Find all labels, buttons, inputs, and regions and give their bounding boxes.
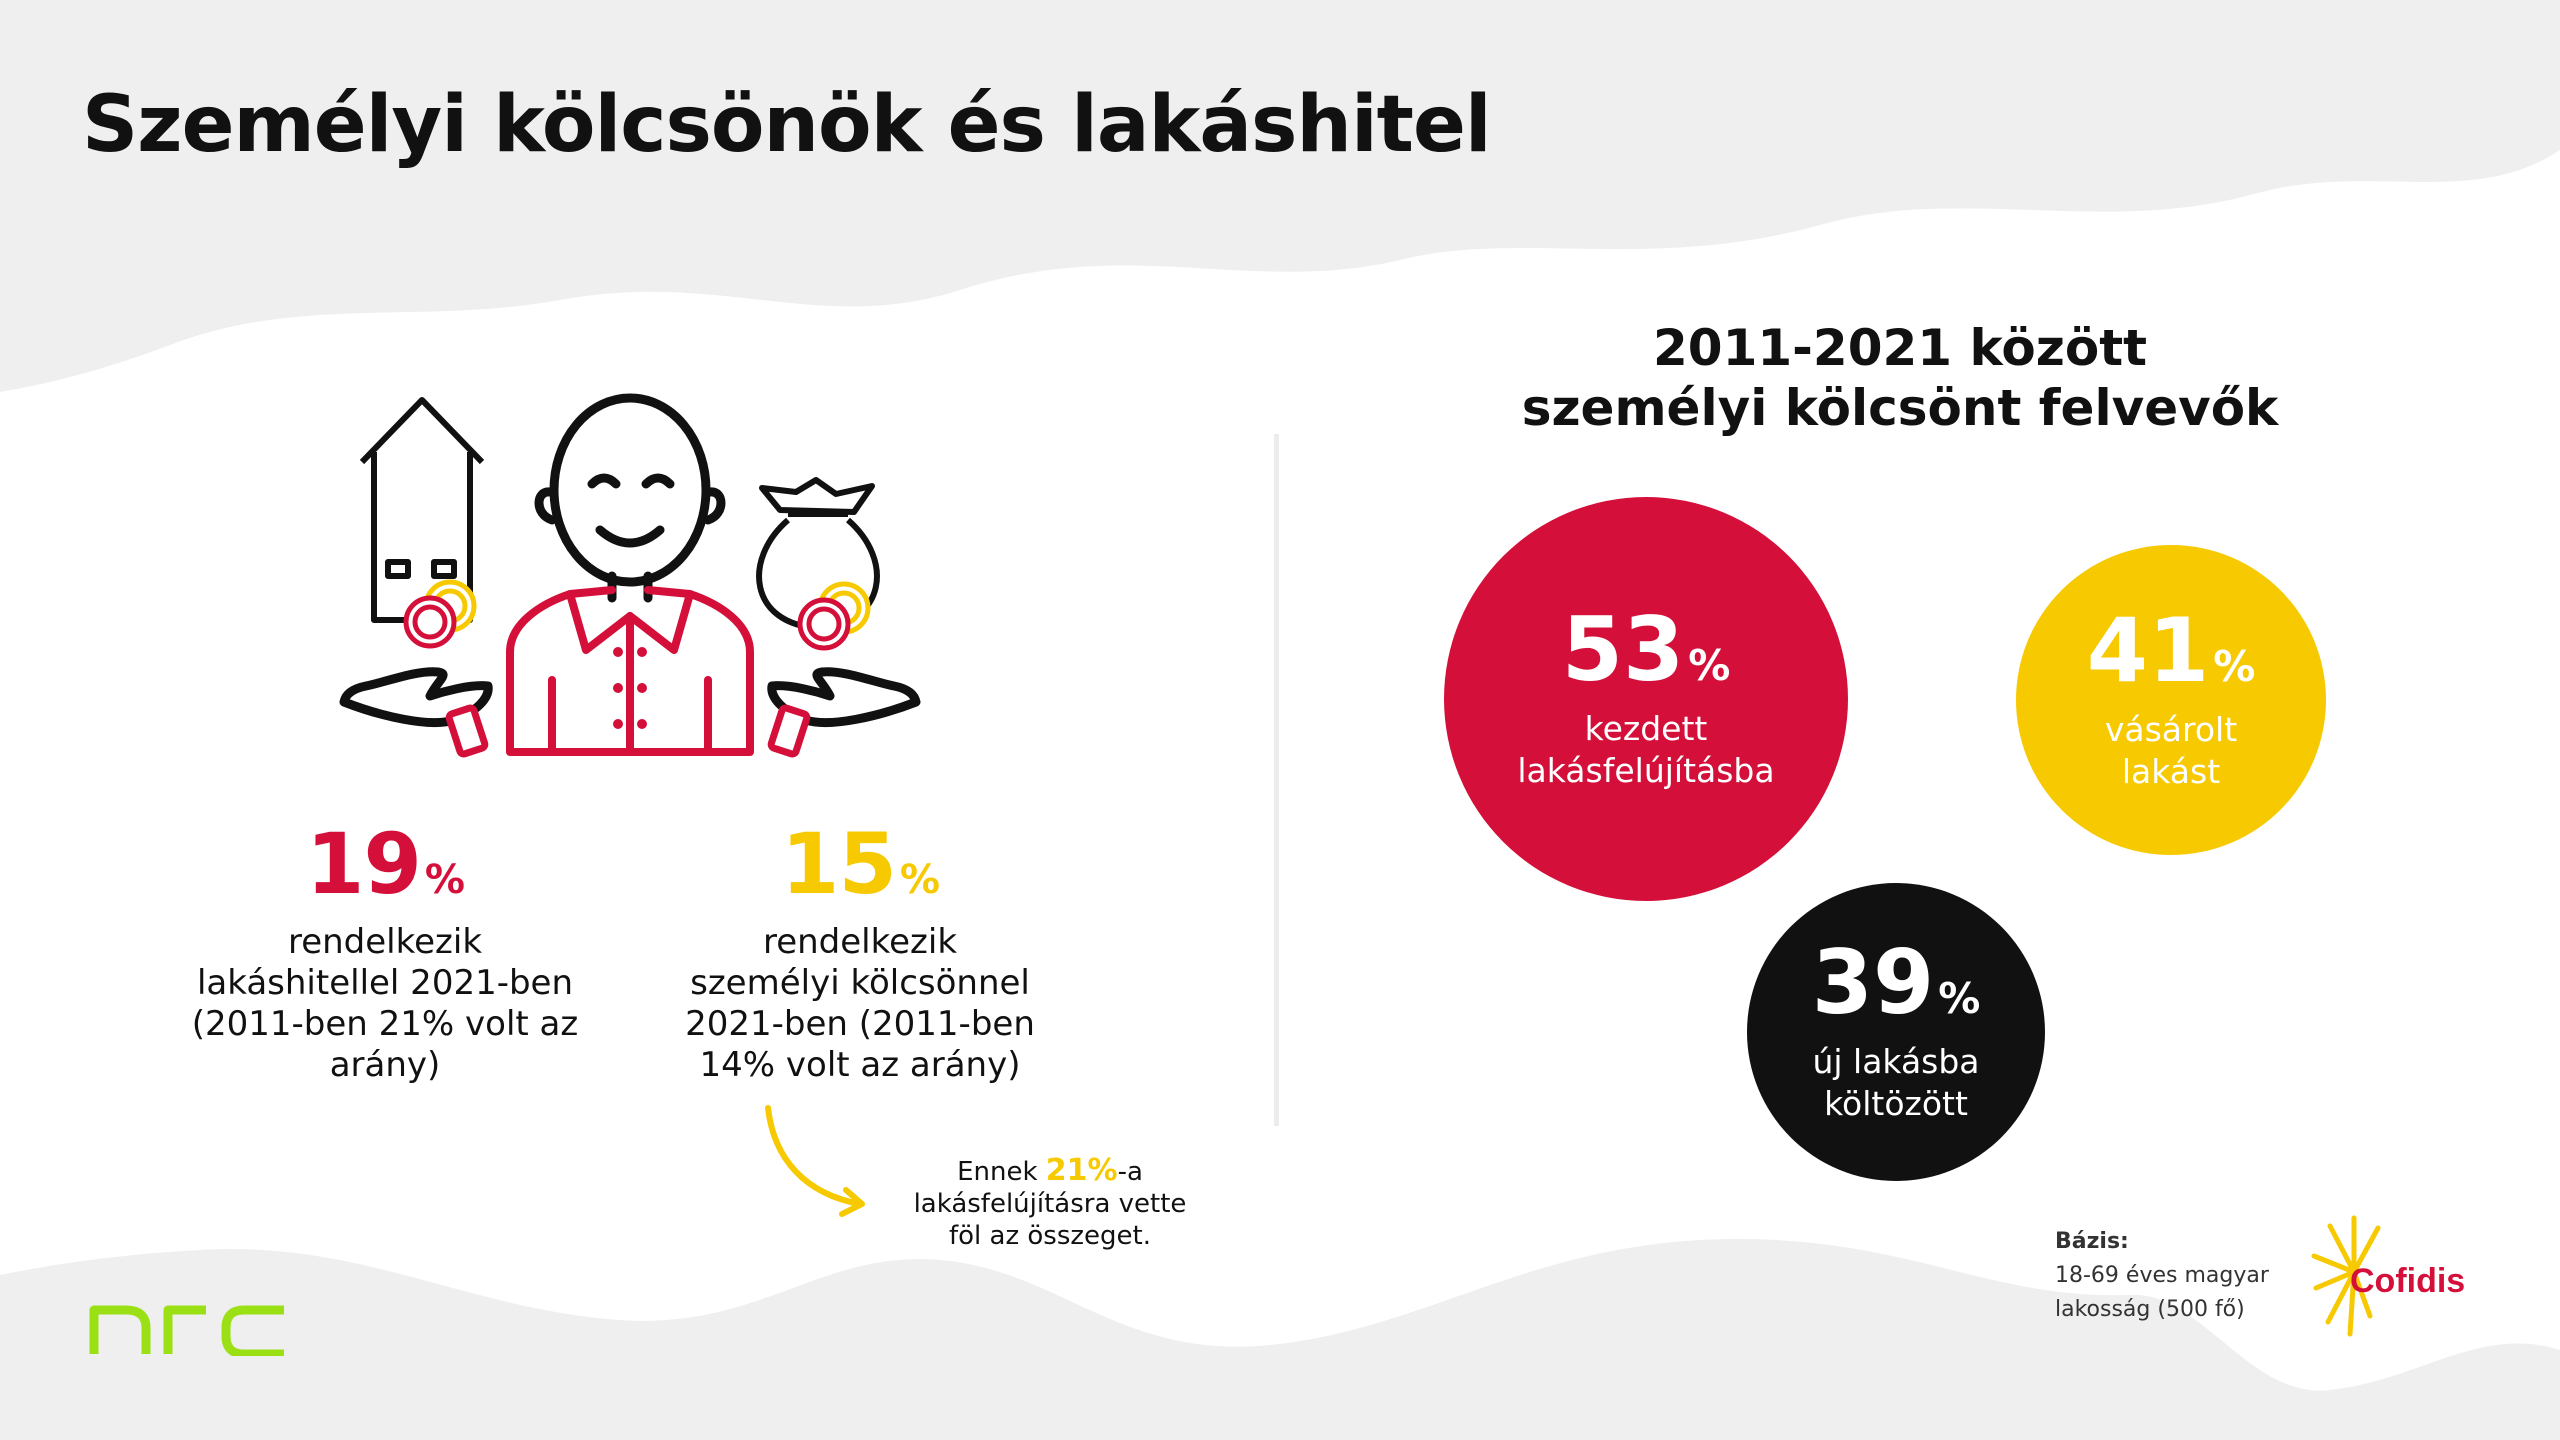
top-wave: [0, 0, 2560, 392]
coins-icon: [403, 579, 477, 649]
open-hand-icon: [767, 667, 921, 727]
stat-mortgage-text: rendelkezik lakáshitellel 2021-ben (2011…: [191, 922, 579, 1085]
renovation-note: Ennek 21%-a lakásfelújításra vette föl a…: [913, 1153, 1187, 1252]
stat-personal-loan-value: 15%: [781, 815, 940, 913]
bubble-bought-home-label: vásárolt lakást: [2104, 710, 2238, 791]
right-cuff: [767, 704, 811, 758]
bubble-moved-home-label: új lakásba költözött: [1812, 1042, 1980, 1123]
bubble-moved-home: 39% új lakásba költözött: [1747, 883, 2045, 1181]
bottom-wave: [0, 1239, 2560, 1440]
bag-coins-icon: [797, 581, 871, 651]
note-highlight: 21%: [1045, 1153, 1118, 1188]
base-note: Bázis: 18-69 éves magyar lakosság (500 f…: [2055, 1225, 2269, 1327]
bubble-bought-home-value: 41%: [2086, 599, 2256, 702]
smiling-person-icon: [534, 393, 726, 603]
left-cuff: [445, 704, 489, 758]
chart-title: 2011-2021 között személyi kölcsönt felve…: [1521, 319, 2279, 437]
cofidis-logo: Cofidis: [2311, 1215, 2465, 1337]
stat-mortgage: 19% rendelkezik lakáshitellel 2021-ben (…: [180, 822, 590, 1086]
page-title: Személyi kölcsönök és lakáshitel: [82, 80, 1492, 170]
bubble-bought-home: 41% vásárolt lakást: [2016, 545, 2326, 855]
cofidis-wordmark: Cofidis: [2350, 1262, 2465, 1300]
stat-personal-loan: 15% rendelkezik személyi kölcsönnel 2021…: [660, 822, 1060, 1086]
stat-personal-loan-text: rendelkezik személyi kölcsönnel 2021-ben…: [685, 922, 1035, 1085]
illustration: [339, 393, 921, 758]
curved-arrow-icon: [765, 1105, 865, 1217]
bubble-renovation-value: 53%: [1561, 598, 1731, 701]
open-hand-icon: [339, 667, 493, 727]
bubble-renovation-label: kezdett lakásfelújításba: [1517, 709, 1775, 790]
nrc-wordmark: nrc: [187, 1348, 189, 1351]
shirt-buttons: [613, 647, 647, 729]
bubble-renovation: 53% kezdett lakásfelújításba: [1444, 497, 1848, 901]
vertical-divider: [1274, 434, 1279, 1126]
bubble-moved-home-value: 39%: [1811, 931, 1981, 1034]
stat-mortgage-value: 19%: [306, 815, 465, 913]
base-heading: Bázis:: [2055, 1229, 2129, 1254]
nrc-logo: nrc: [89, 1305, 284, 1356]
shirt-icon: [506, 586, 754, 756]
